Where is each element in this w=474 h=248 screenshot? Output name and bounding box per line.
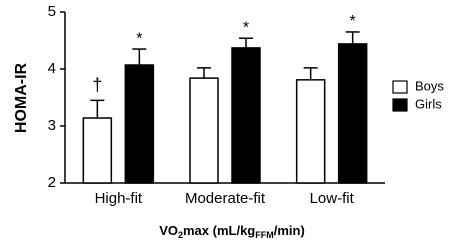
bar xyxy=(124,64,155,184)
legend-label: Girls xyxy=(415,96,442,111)
x-axis-label: VO2max (mL/kgFFM/min) xyxy=(159,223,305,240)
significance-marker: * xyxy=(136,30,142,47)
x-label-part: VO xyxy=(159,223,178,238)
significance-marker: † xyxy=(92,75,102,95)
x-label-part: max (mL/kg xyxy=(183,223,255,238)
x-tick-label: Low-fit xyxy=(310,190,355,207)
bar xyxy=(231,47,261,184)
x-tick-label: High-fit xyxy=(95,190,143,207)
legend-label: Boys xyxy=(415,78,444,93)
legend-swatch xyxy=(392,80,408,94)
y-axis-label: HOMA-IR xyxy=(13,62,30,133)
y-tick-label: 4 xyxy=(48,60,56,77)
x-label-part: /min) xyxy=(274,223,305,238)
bar xyxy=(295,79,326,184)
bar xyxy=(337,43,368,184)
y-tick-label: 3 xyxy=(48,117,56,134)
y-tick-label: 2 xyxy=(48,174,56,191)
legend-swatch xyxy=(392,98,408,112)
x-label-subscript: FFM xyxy=(255,230,274,240)
y-tick-label: 5 xyxy=(48,3,56,20)
x-tick-label: Moderate-fit xyxy=(185,190,266,207)
significance-marker: * xyxy=(243,19,249,36)
significance-marker: * xyxy=(350,13,356,30)
bar xyxy=(189,77,219,184)
bar xyxy=(82,117,113,184)
x-label-subscript: 2 xyxy=(178,230,183,240)
